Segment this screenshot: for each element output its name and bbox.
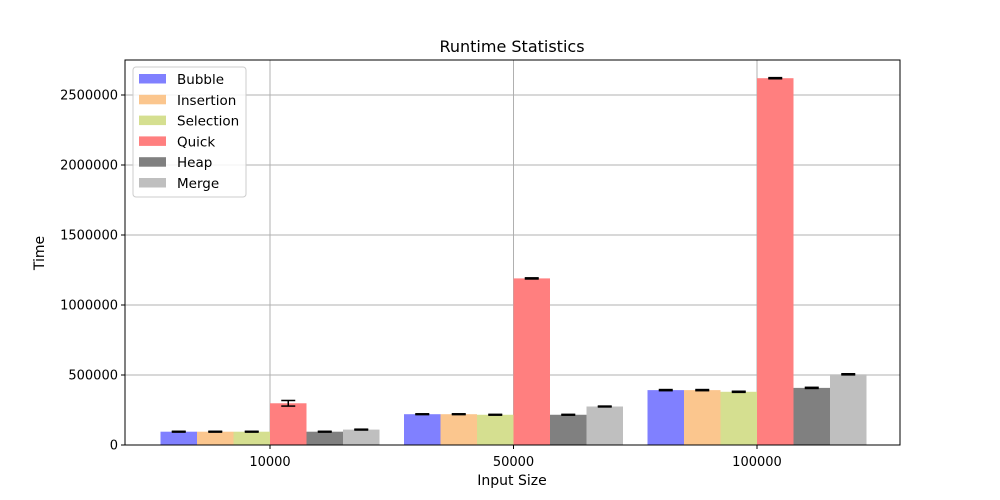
legend-label-bubble: Bubble: [177, 72, 224, 88]
y-tick-label: 2500000: [60, 89, 118, 104]
legend-label-heap: Heap: [177, 155, 212, 171]
legend-swatch-insertion: [139, 94, 166, 105]
bar-quick: [270, 403, 307, 445]
bar-merge: [343, 429, 380, 445]
error-bars-group: [171, 76, 856, 433]
bar-selection: [720, 391, 757, 445]
x-tick-label: 100000: [732, 455, 782, 470]
bar-insertion: [684, 390, 721, 445]
bar-bubble: [160, 431, 197, 445]
bar-selection: [233, 431, 270, 445]
legend-label-merge: Merge: [177, 176, 219, 192]
bar-heap: [306, 431, 343, 445]
y-tick-label: 1000000: [60, 299, 118, 314]
y-tick-label: 0: [110, 439, 118, 454]
y-axis-label: Time: [32, 236, 48, 271]
bar-selection: [477, 414, 514, 445]
legend-swatch-bubble: [139, 74, 166, 84]
bar-heap: [550, 414, 587, 445]
bar-insertion: [197, 431, 234, 445]
legend-swatch-heap: [139, 157, 166, 167]
x-tick-label: 50000: [493, 455, 534, 470]
legend-swatch-quick: [139, 136, 166, 146]
bars-group: [160, 78, 867, 445]
legend-swatch-selection: [139, 115, 166, 126]
y-tick-label: 500000: [68, 369, 118, 384]
x-axis-label: Input Size: [477, 473, 546, 489]
bar-quick: [513, 278, 550, 445]
y-tick-label: 2000000: [60, 159, 118, 174]
legend-label-quick: Quick: [177, 134, 215, 150]
legend-label-selection: Selection: [177, 114, 239, 130]
bar-insertion: [440, 414, 477, 445]
bar-merge: [586, 406, 623, 445]
bar-merge: [830, 374, 867, 445]
legend-swatch-merge: [139, 178, 166, 188]
x-tick-label: 10000: [249, 455, 290, 470]
chart-title: Runtime Statistics: [439, 37, 584, 56]
legend-label-insertion: Insertion: [177, 93, 236, 109]
legend: Bubble Insertion Selection Quick Heap Merge: [132, 66, 247, 198]
bar-quick: [757, 78, 794, 445]
y-tick-label: 1500000: [60, 229, 118, 244]
bar-bubble: [404, 414, 441, 445]
plot-frame: [124, 59, 901, 446]
bar-bubble: [647, 390, 684, 445]
bar-heap: [793, 387, 830, 445]
axes-group: 0 500000 1000000 1500000 2000000 2500000 10000…: [60, 59, 901, 470]
